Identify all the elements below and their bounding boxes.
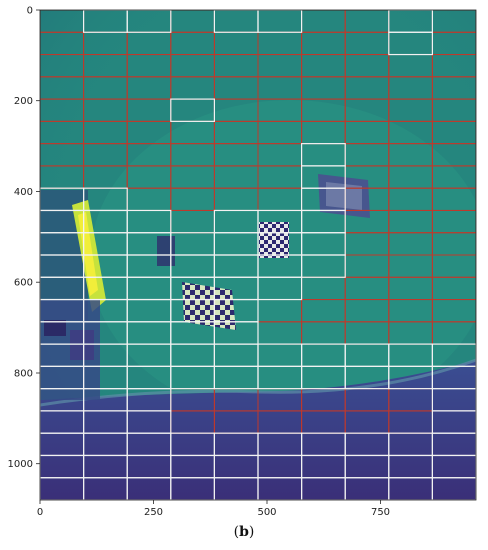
grid-patch	[126, 10, 172, 33]
image-panel	[40, 10, 476, 500]
grid-patch	[388, 31, 433, 56]
y-tick-label: 400	[14, 187, 33, 198]
caption-letter: b	[239, 524, 249, 540]
y-tick-label: 1000	[8, 459, 33, 470]
x-tick-label: 500	[257, 507, 276, 518]
x-axis: 0 250 500 750	[37, 500, 390, 518]
y-tick-label: 200	[14, 96, 33, 107]
checkerboard-lower	[182, 282, 236, 330]
floor-rim	[40, 358, 476, 407]
y-axis: 0 200 400 600 800 1000	[8, 6, 40, 470]
y-tick-label: 600	[14, 278, 33, 289]
grid-patch	[301, 254, 346, 278]
x-tick-label: 250	[144, 507, 163, 518]
grid-patch	[257, 276, 303, 301]
figure-caption: (b)	[233, 524, 255, 540]
checkerboard-center	[259, 222, 289, 258]
y-tick-label: 0	[27, 6, 33, 17]
grid-patch	[257, 10, 303, 33]
y-tick-label: 800	[14, 369, 33, 380]
target-small	[157, 236, 175, 266]
grid-patch	[170, 98, 216, 122]
x-tick-label: 0	[37, 507, 43, 518]
patch-grid	[40, 10, 476, 500]
axes-frame	[39, 9, 477, 501]
x-tick-label: 750	[371, 507, 390, 518]
